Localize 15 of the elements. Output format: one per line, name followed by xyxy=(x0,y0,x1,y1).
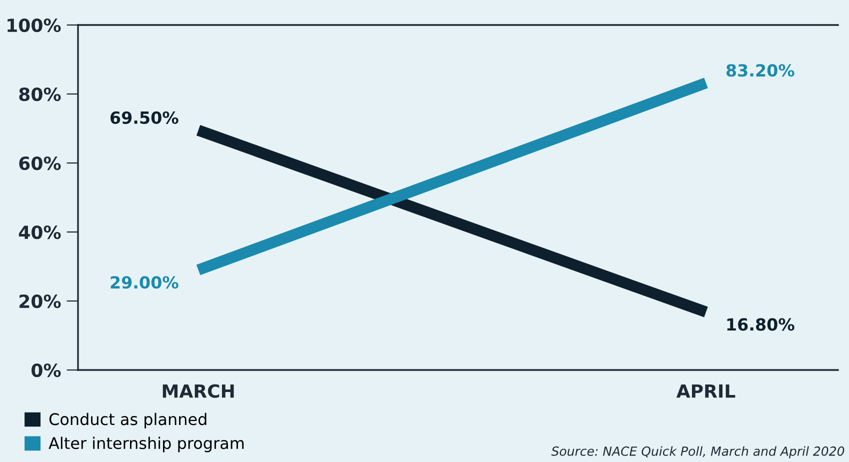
y-tick-label: 40% xyxy=(18,225,61,240)
legend-label: Alter internship program xyxy=(48,436,244,452)
legend-label: Conduct as planned xyxy=(49,412,206,428)
y-tick-label: 100% xyxy=(8,18,61,32)
data-label: 83.20% xyxy=(726,64,794,77)
x-tick-label: MARCH xyxy=(162,384,234,398)
y-tick-label: 0% xyxy=(32,363,61,378)
y-tick-label: 80% xyxy=(19,87,61,102)
data-label: 29.00% xyxy=(110,276,178,289)
source-note: Source: NACE Quick Poll, March and April 2020 xyxy=(551,446,844,458)
x-tick-label: APRIL xyxy=(676,384,736,398)
y-tick-label: 20% xyxy=(20,294,61,308)
data-label: 69.50% xyxy=(110,111,178,124)
y-tick-label: 60% xyxy=(19,156,61,170)
data-label: 16.80% xyxy=(727,318,794,331)
